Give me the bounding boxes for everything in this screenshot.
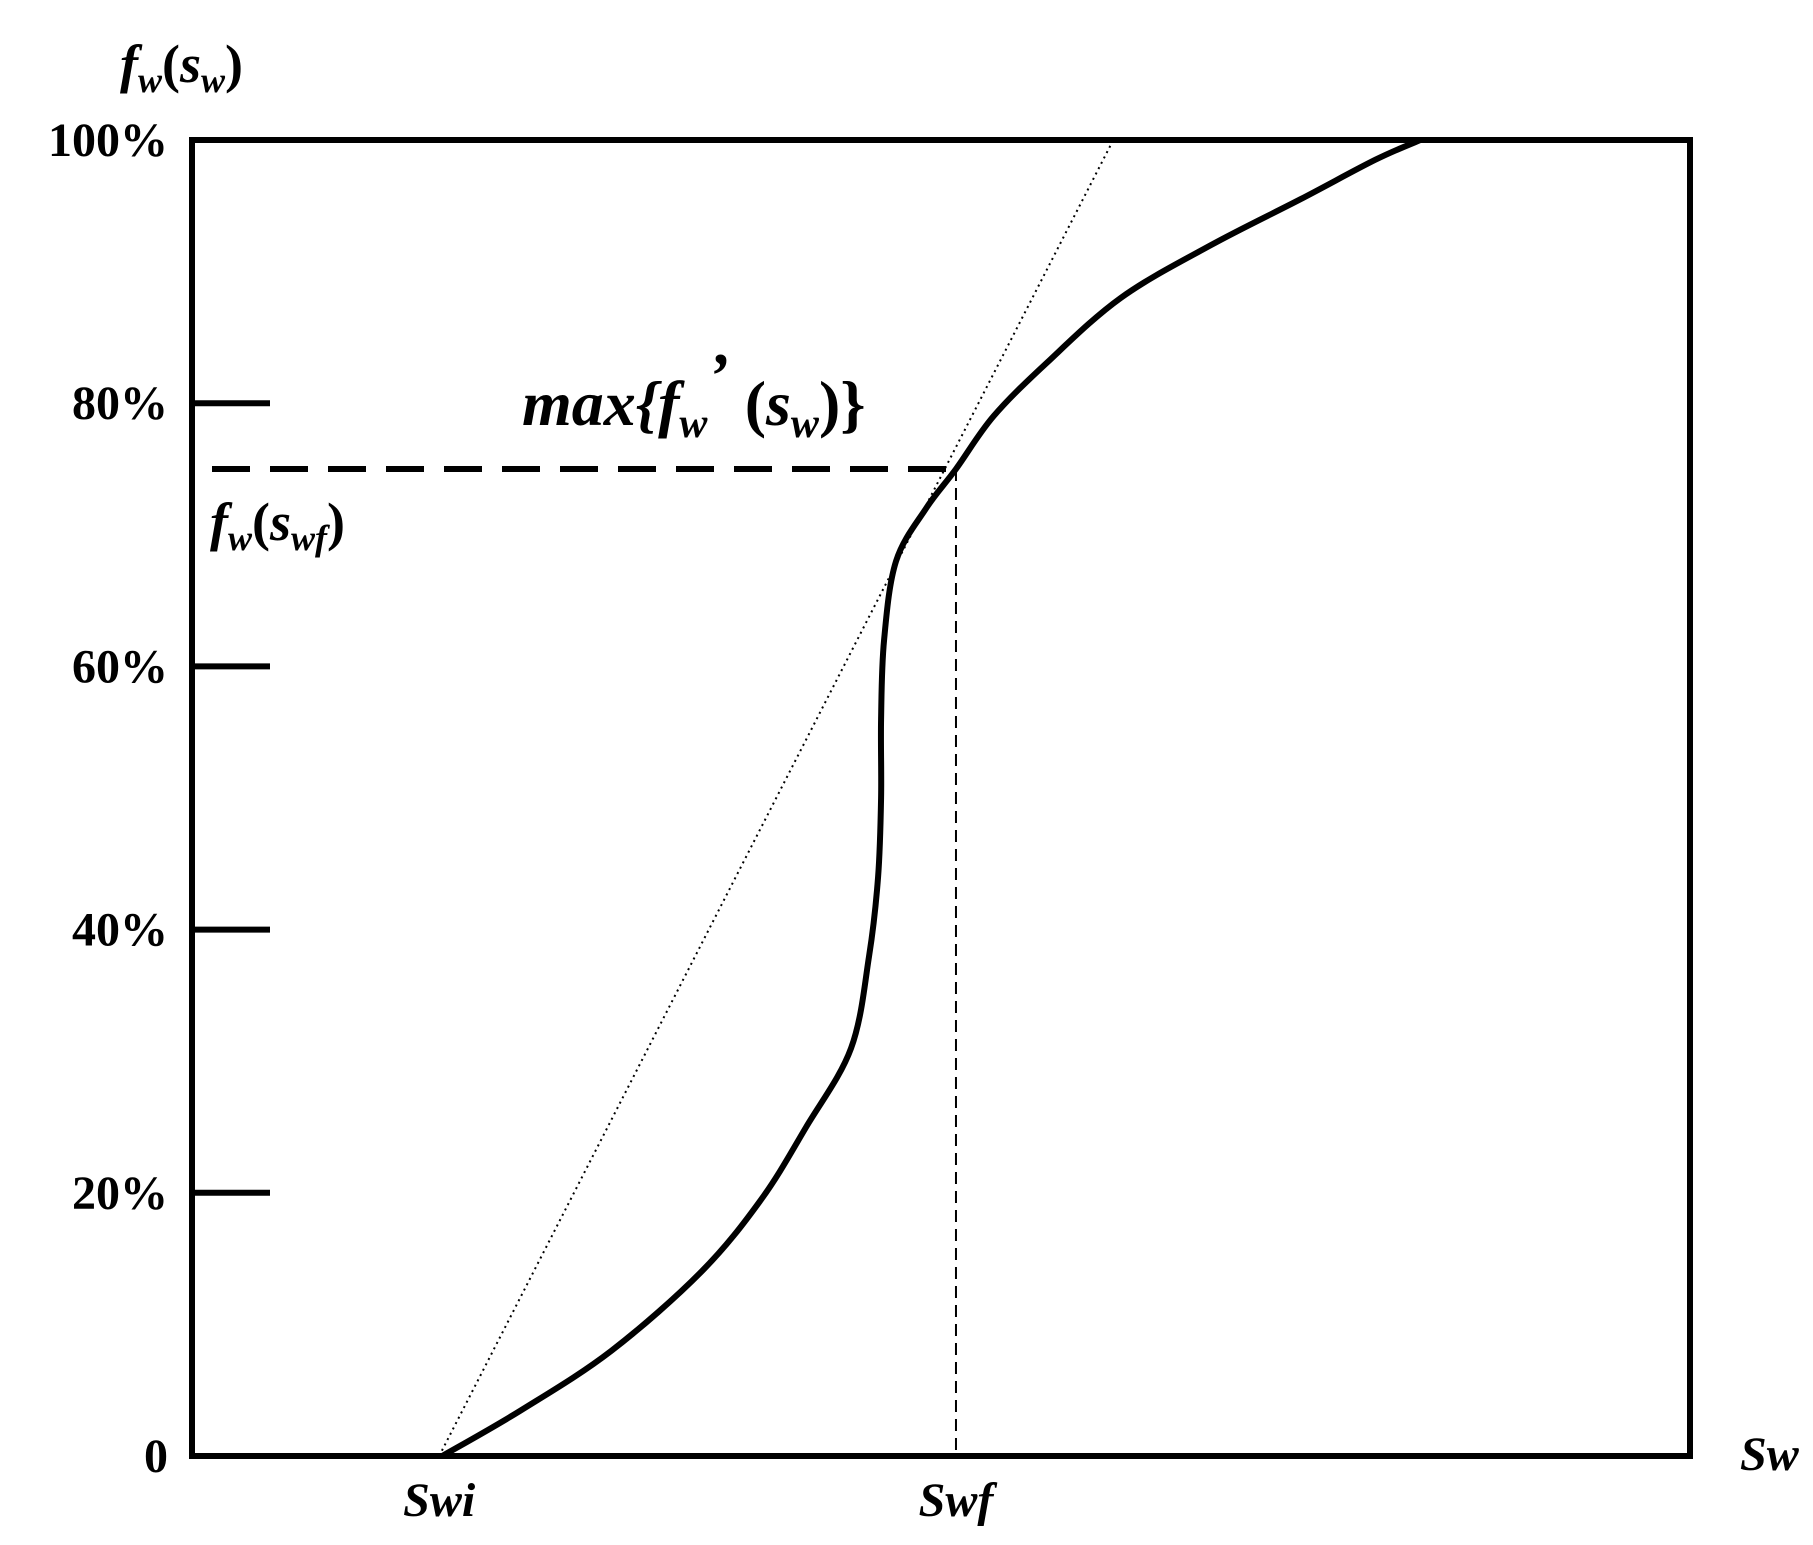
y-tick-label-0: 100%: [48, 114, 168, 167]
y-tick-label-2: 60%: [72, 640, 168, 693]
front-label-s: s: [269, 492, 291, 552]
y-tick-label-5: 0: [144, 1430, 168, 1483]
y-tick-label-3: 40%: [72, 904, 168, 957]
max-annotation-sub: w: [679, 401, 708, 447]
max-derivative-annotation: max{fw’ (sw)}: [522, 340, 865, 447]
y-axis-title: fw(sw): [120, 34, 243, 100]
y-tick-label-1: 80%: [72, 377, 168, 430]
y-axis-title-close: ): [225, 34, 243, 94]
fractional-flow-curve: [440, 137, 1422, 1459]
y-axis-title-sub: w: [138, 60, 163, 100]
front-label-s-sub: wf: [291, 518, 330, 558]
y-axis-title-s: s: [179, 34, 201, 94]
y-axis-title-f: f: [120, 34, 143, 94]
max-annotation-prefix: max{: [522, 368, 663, 439]
max-annotation-prime: ’: [707, 340, 728, 411]
x-axis-title: Sw: [1740, 1428, 1800, 1481]
chart-marks: 100% 80% 60% 40% 20% 0 Swi Swf: [48, 114, 1693, 1527]
max-annotation-close: )}: [819, 368, 866, 439]
max-annotation-s-sub: w: [791, 401, 820, 447]
x-marker-label-swf: Swf: [919, 1474, 998, 1527]
x-marker-label-swi: Swi: [403, 1474, 476, 1527]
max-annotation-s: s: [765, 368, 791, 439]
front-label-f: f: [210, 492, 233, 552]
y-axis-title-s-sub: w: [201, 60, 226, 100]
front-label-open: (: [252, 492, 270, 552]
front-label-close: ): [327, 492, 345, 552]
front-fractional-flow-label: fw(swf): [210, 492, 345, 558]
y-tick-label-4: 20%: [72, 1167, 168, 1220]
y-axis-title-open: (: [162, 34, 180, 94]
front-label-sub: w: [228, 518, 253, 558]
tangent-line: [438, 139, 1115, 1457]
max-annotation-open: (: [729, 368, 766, 439]
plot-frame: [189, 137, 1693, 1459]
